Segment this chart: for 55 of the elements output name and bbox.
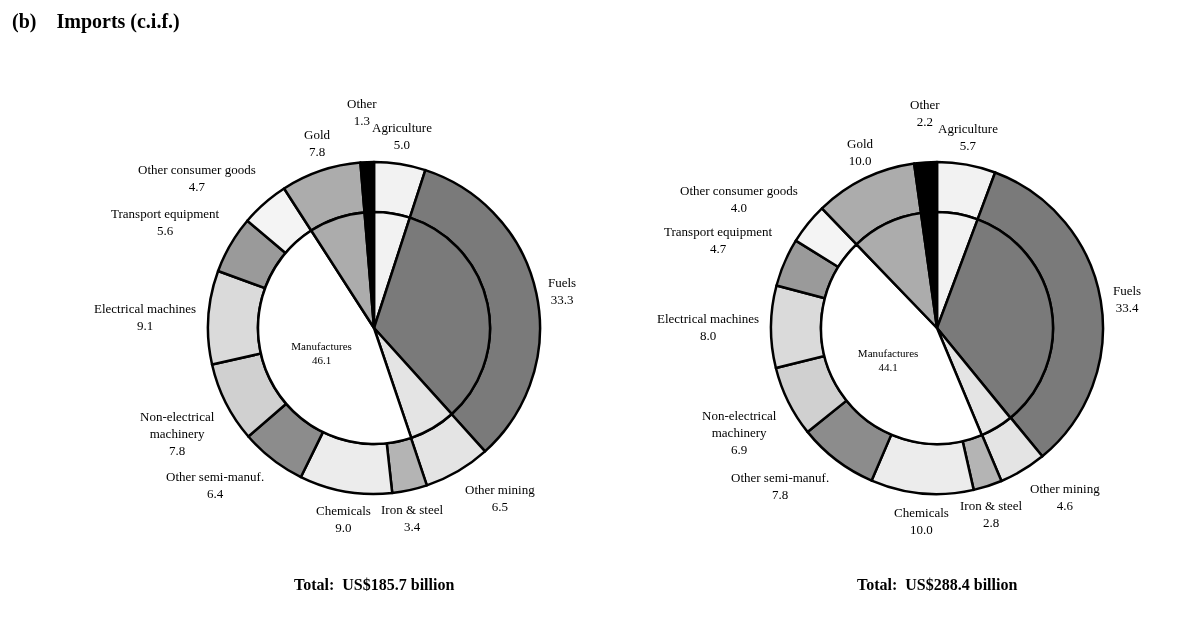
slice-label: Other bbox=[910, 97, 941, 112]
data-label: 5.6 bbox=[156, 222, 174, 238]
slice-label: Electrical machines bbox=[94, 301, 197, 316]
data-label: 7.8 bbox=[308, 143, 326, 159]
slice-label: Other consumer goods bbox=[680, 183, 798, 198]
data-label: 4.7 bbox=[709, 240, 727, 256]
slice-label: Other mining bbox=[1030, 481, 1101, 496]
slice-label: Non-electrical machinery bbox=[140, 409, 215, 441]
text: Total: US$288.4 billion bbox=[857, 576, 1018, 593]
data-label: 44.1 bbox=[878, 361, 898, 374]
data-label: 8.0 bbox=[699, 327, 717, 343]
data-label: 6.4 bbox=[206, 485, 224, 501]
data-label: 7.8 bbox=[771, 486, 789, 502]
data-label: 3.4 bbox=[403, 518, 421, 534]
data-label: 2.8 bbox=[982, 514, 1000, 530]
slice-label: Other semi-manuf. bbox=[166, 469, 265, 484]
slice-label: Fuels bbox=[548, 275, 577, 290]
slice-label: Other semi-manuf. bbox=[731, 470, 830, 485]
slice-label: Chemicals bbox=[316, 503, 371, 518]
text: Total: US$185.7 billion bbox=[294, 576, 455, 593]
slice-label: Other consumer goods bbox=[138, 162, 256, 177]
slice-label: Gold bbox=[847, 136, 874, 151]
slice-label: Chemicals bbox=[894, 505, 949, 520]
data-label: 9.0 bbox=[335, 519, 352, 535]
data-label: 10.0 bbox=[848, 152, 872, 168]
data-label: 33.4 bbox=[1115, 299, 1139, 315]
chart-title: (b) Imports (c.i.f.) bbox=[12, 10, 180, 33]
data-label: 6.9 bbox=[731, 441, 748, 457]
slice-label: Other bbox=[347, 96, 378, 111]
data-label: 5.0 bbox=[393, 136, 411, 152]
data-label: 10.0 bbox=[910, 521, 933, 537]
slice-label: Fuels bbox=[1113, 283, 1142, 298]
data-label: 5.7 bbox=[959, 137, 977, 153]
data-label: 2.2 bbox=[916, 113, 933, 129]
data-label: 33.3 bbox=[550, 291, 574, 307]
data-label: 1.3 bbox=[353, 112, 370, 128]
slice-label: Electrical machines bbox=[657, 311, 760, 326]
slice-label: Agriculture bbox=[372, 120, 433, 135]
slice-label: Iron & steel bbox=[960, 498, 1023, 513]
slice-label: Gold bbox=[304, 127, 331, 142]
data-label: 4.7 bbox=[188, 178, 206, 194]
data-label: 4.0 bbox=[730, 199, 747, 215]
data-label: 46.1 bbox=[311, 354, 332, 367]
data-label: 4.6 bbox=[1056, 497, 1074, 513]
slice-label: Non-electrical machinery bbox=[702, 408, 777, 440]
slice-label: Manufactures bbox=[857, 346, 919, 359]
data-label: 9.1 bbox=[136, 317, 154, 333]
slice-label: Agriculture bbox=[938, 121, 999, 136]
slice-label: Transport equipment bbox=[111, 206, 220, 221]
data-label: 6.5 bbox=[491, 498, 508, 514]
data-label: 7.8 bbox=[169, 442, 186, 458]
slice-label: Other mining bbox=[465, 482, 536, 497]
slice-label: Transport equipment bbox=[664, 224, 773, 239]
slice-label: Iron & steel bbox=[381, 502, 444, 517]
slice-label: Manufactures bbox=[291, 340, 352, 353]
